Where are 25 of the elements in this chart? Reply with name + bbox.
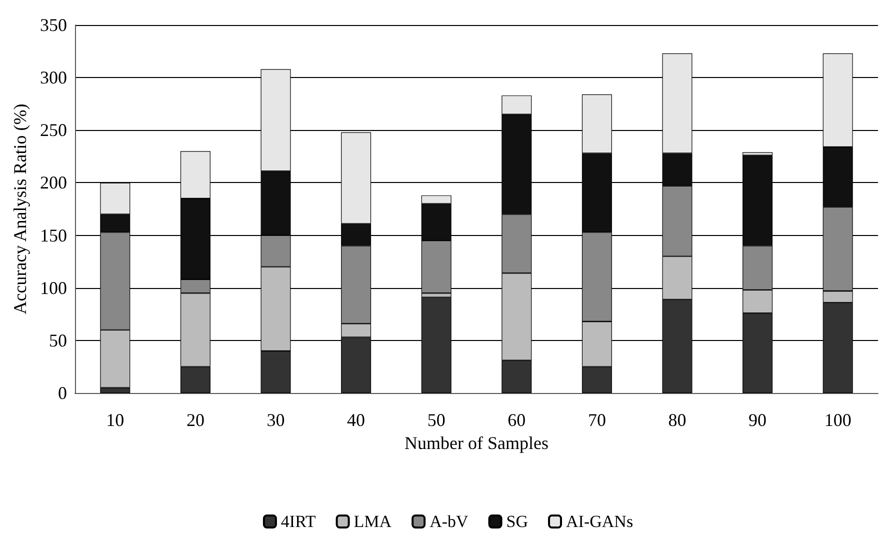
x-tick-label: 30	[266, 410, 285, 430]
y-tick-label: 300	[40, 68, 67, 88]
x-tick-label: 20	[186, 410, 204, 430]
legend-label: AI-GANs	[566, 512, 634, 531]
x-tick-label: 70	[588, 410, 606, 430]
y-tick-label: 100	[40, 278, 67, 298]
x-tick-label: 60	[508, 410, 526, 430]
y-tick-label: 50	[49, 330, 67, 350]
x-axis-title: Number of Samples	[404, 432, 548, 453]
legend-label: 4IRT	[280, 512, 316, 531]
legend-label: SG	[506, 512, 528, 531]
y-tick-label: 200	[40, 172, 67, 193]
y-tick-label: 150	[40, 225, 67, 246]
y-tick-label: 350	[40, 15, 67, 35]
x-tick-label: 90	[748, 410, 767, 430]
legend-label: A-bV	[430, 512, 470, 531]
x-tick-label: 80	[668, 410, 686, 430]
x-tick-label: 10	[106, 410, 124, 430]
x-tick-label: 100	[824, 410, 852, 430]
y-axis-title: Accuracy Analysis Ratio (%)	[10, 104, 30, 314]
x-tick-label: 50	[427, 410, 446, 430]
y-tick-label: 250	[40, 120, 67, 140]
y-tick-label: 0	[58, 383, 67, 403]
x-tick-label: 40	[347, 410, 366, 430]
legend-label: LMA	[354, 512, 392, 531]
